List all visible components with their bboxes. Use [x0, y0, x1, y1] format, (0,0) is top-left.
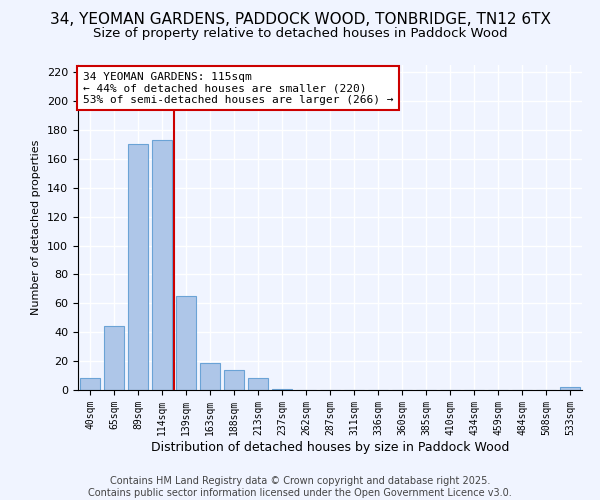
X-axis label: Distribution of detached houses by size in Paddock Wood: Distribution of detached houses by size …	[151, 440, 509, 454]
Text: 34, YEOMAN GARDENS, PADDOCK WOOD, TONBRIDGE, TN12 6TX: 34, YEOMAN GARDENS, PADDOCK WOOD, TONBRI…	[49, 12, 551, 28]
Bar	[104, 326, 124, 390]
Bar	[224, 370, 244, 390]
Bar	[128, 144, 148, 390]
Text: Size of property relative to detached houses in Paddock Wood: Size of property relative to detached ho…	[92, 28, 508, 40]
Text: 34 YEOMAN GARDENS: 115sqm
← 44% of detached houses are smaller (220)
53% of semi: 34 YEOMAN GARDENS: 115sqm ← 44% of detac…	[83, 72, 394, 104]
Text: Contains HM Land Registry data © Crown copyright and database right 2025.
Contai: Contains HM Land Registry data © Crown c…	[88, 476, 512, 498]
Bar	[80, 378, 100, 390]
Bar	[152, 140, 172, 390]
Bar	[176, 296, 196, 390]
Bar	[560, 387, 580, 390]
Bar	[272, 388, 292, 390]
Y-axis label: Number of detached properties: Number of detached properties	[31, 140, 41, 315]
Bar	[200, 362, 220, 390]
Bar	[248, 378, 268, 390]
